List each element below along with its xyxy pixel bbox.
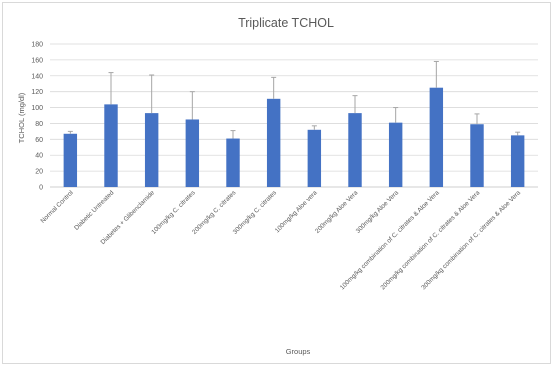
y-tick-label: 60 [35,137,43,144]
error-bar [189,91,195,120]
y-tick-label: 180 [31,42,43,49]
x-tick-label: 200mg/kg C. citrates [191,189,237,235]
y-axis-title: TCHOL (mg/dl) [17,92,26,143]
bar [63,133,78,187]
error-bar [67,130,73,134]
y-tick-label: 140 [31,73,43,80]
y-tick-label: 100 [31,105,43,112]
error-bar [474,113,480,125]
y-tick-label: 40 [35,153,43,160]
error-bar [393,107,399,123]
y-tick-label: 160 [31,57,43,64]
x-tick-label: Diabetic Untreated [73,189,116,232]
error-bar [271,76,277,99]
error-bar [311,125,317,130]
bar [429,87,444,187]
x-tick-label: Normal Control [39,189,74,224]
x-tick-label: 300mg/kg Aloe Vera [355,189,401,235]
bar [266,98,281,187]
bar [307,129,322,187]
y-tick-label: 80 [35,121,43,128]
x-tick-label: 100mg/kg C. citrates [150,189,196,235]
error-bar [149,74,155,114]
x-tick-label: 200mg/kg Aloe Vera [314,189,360,235]
y-tick-label: 0 [39,185,43,192]
bar [388,122,403,187]
error-bars [67,60,521,139]
y-tick-label: 120 [31,89,43,96]
error-bar [433,60,439,88]
bar [144,113,159,187]
bars [63,87,525,187]
error-bar [515,131,521,136]
error-bar [230,130,236,139]
x-tick-label: 100mg/kg Aloe vera [274,189,319,234]
bar [104,104,118,187]
gridlines [50,43,538,188]
chart-title: Triplicate TCHOL [238,16,334,30]
bar [185,119,200,187]
bar [470,124,484,187]
bar [348,113,362,187]
bar [226,138,240,187]
y-tick-label: 20 [35,169,43,176]
error-bar [352,95,358,114]
x-axis-title: Groups [286,347,311,356]
y-tick-labels: 0 20 40 60 80 100 120 140 160 180 [31,42,43,192]
bar [510,135,525,187]
x-tick-label: 300mg/kg C. citrates [232,189,278,235]
error-bar [108,72,114,105]
